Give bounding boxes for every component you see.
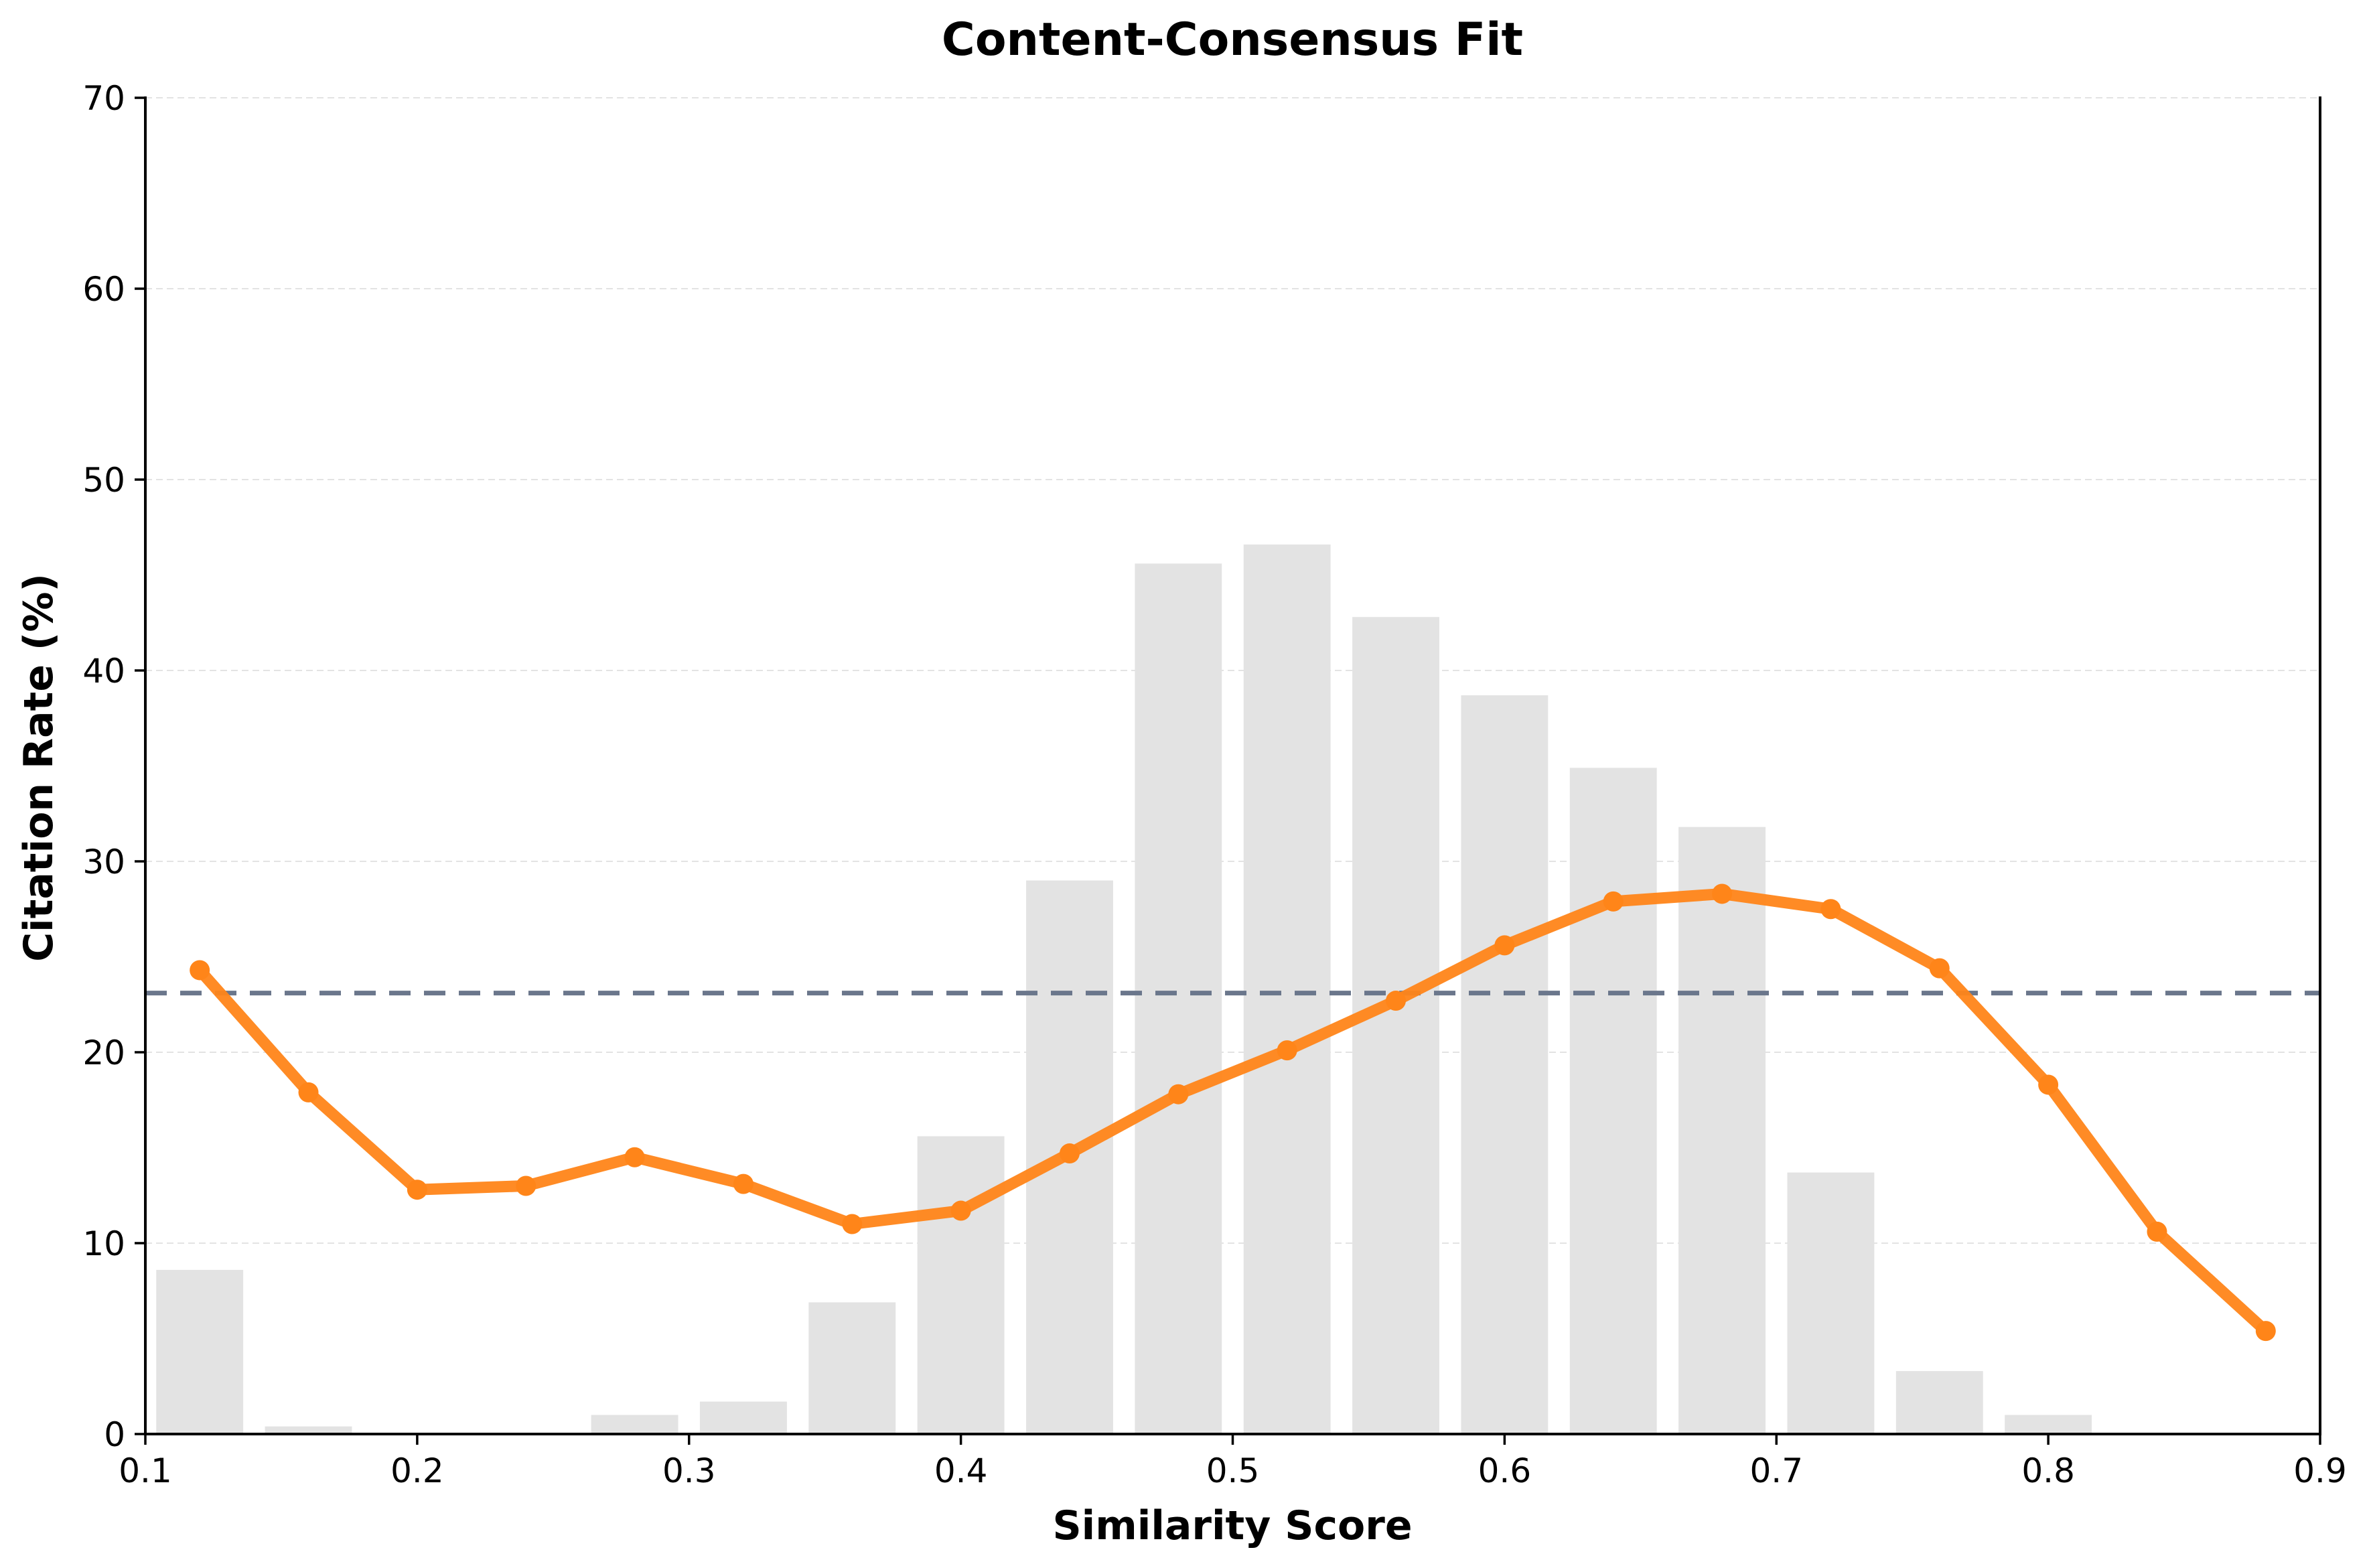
x-axis-label: Similarity Score xyxy=(1052,1502,1412,1549)
x-tick-label: 0.3 xyxy=(662,1451,716,1490)
citation-rate-polyline xyxy=(194,887,2272,1337)
data-point-marker xyxy=(1386,991,1407,1011)
citation-rate-line xyxy=(190,883,2276,1342)
x-tick-label: 0.8 xyxy=(2021,1451,2075,1490)
x-tick-label: 0.1 xyxy=(119,1451,172,1490)
data-point-marker xyxy=(1168,1084,1189,1104)
y-tick-label: 70 xyxy=(82,79,125,118)
data-point-marker xyxy=(516,1175,536,1196)
y-tick-label: 60 xyxy=(82,270,125,309)
histogram-bar xyxy=(808,1302,896,1434)
x-tick-label: 0.6 xyxy=(1478,1451,1532,1490)
data-point-marker xyxy=(407,1180,427,1200)
y-tick-label: 0 xyxy=(104,1415,125,1454)
histogram-bar xyxy=(2005,1415,2092,1434)
histogram-bar xyxy=(1352,617,1439,1435)
histogram-bar xyxy=(917,1136,1005,1434)
histogram-bar xyxy=(1243,544,1331,1434)
y-axis-label: Citation Rate (%) xyxy=(15,573,62,962)
data-point-marker xyxy=(842,1214,863,1234)
axes-spines xyxy=(144,96,2321,1435)
x-axis-ticks: 0.1 0.2 0.3 0.4 0.5 0.6 0.7 0.8 0.9 xyxy=(119,1434,2347,1490)
data-point-marker xyxy=(733,1173,753,1194)
histogram-bar xyxy=(1787,1172,1875,1434)
data-point-marker xyxy=(1059,1143,1080,1164)
x-tick-label: 0.9 xyxy=(2293,1451,2347,1490)
data-point-marker xyxy=(190,960,210,981)
data-point-marker xyxy=(1712,883,1733,904)
data-point-marker xyxy=(2147,1221,2167,1242)
x-tick-label: 0.7 xyxy=(1749,1451,1803,1490)
data-point-marker xyxy=(1494,935,1515,956)
y-axis-ticks: 0 10 20 30 40 50 60 70 xyxy=(82,79,145,1454)
data-point-marker xyxy=(624,1147,645,1167)
data-point-marker xyxy=(1603,891,1624,912)
histogram-bar xyxy=(265,1426,352,1434)
y-tick-label: 50 xyxy=(82,461,125,500)
y-tick-label: 20 xyxy=(82,1034,125,1072)
histogram-bar xyxy=(1678,827,1766,1434)
y-tick-label: 10 xyxy=(82,1224,125,1263)
histogram-bar xyxy=(1895,1370,1983,1434)
data-point-marker xyxy=(1820,899,1841,920)
data-point-marker xyxy=(298,1082,319,1102)
histogram-bar xyxy=(1569,768,1657,1434)
x-tick-label: 0.4 xyxy=(934,1451,988,1490)
histogram-bar xyxy=(156,1269,244,1434)
data-point-marker xyxy=(2038,1074,2059,1095)
y-tick-label: 40 xyxy=(82,652,125,691)
histogram-bar xyxy=(1461,695,1549,1434)
histogram-bars xyxy=(156,544,2092,1435)
gridlines xyxy=(145,97,2320,1244)
chart-title: Content-Consensus Fit xyxy=(942,13,1523,66)
data-point-marker xyxy=(1929,958,1950,979)
histogram-bar xyxy=(699,1401,787,1434)
y-tick-label: 30 xyxy=(82,843,125,881)
histogram-bar xyxy=(591,1415,678,1434)
histogram-bar xyxy=(1135,563,1222,1434)
data-point-marker xyxy=(2255,1321,2276,1342)
data-point-marker xyxy=(1277,1040,1297,1061)
x-tick-label: 0.5 xyxy=(1206,1451,1260,1490)
x-tick-label: 0.2 xyxy=(390,1451,444,1490)
data-point-marker xyxy=(950,1200,971,1221)
